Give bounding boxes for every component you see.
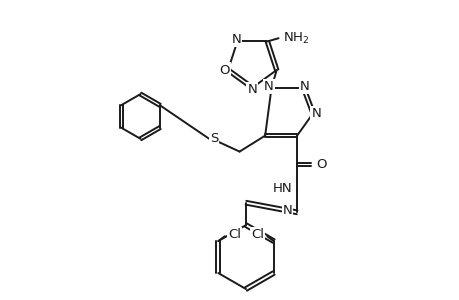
- Text: S: S: [209, 132, 218, 145]
- Text: N: N: [282, 204, 291, 217]
- Text: O: O: [219, 64, 230, 76]
- Text: Cl: Cl: [251, 228, 263, 241]
- Text: N: N: [231, 33, 241, 46]
- Text: O: O: [316, 158, 326, 171]
- Text: Cl: Cl: [227, 228, 241, 241]
- Text: N: N: [247, 83, 257, 96]
- Text: NH$_2$: NH$_2$: [283, 31, 309, 46]
- Text: N: N: [263, 80, 273, 93]
- Text: N: N: [311, 107, 320, 120]
- Text: N: N: [300, 80, 309, 93]
- Text: HN: HN: [272, 182, 291, 195]
